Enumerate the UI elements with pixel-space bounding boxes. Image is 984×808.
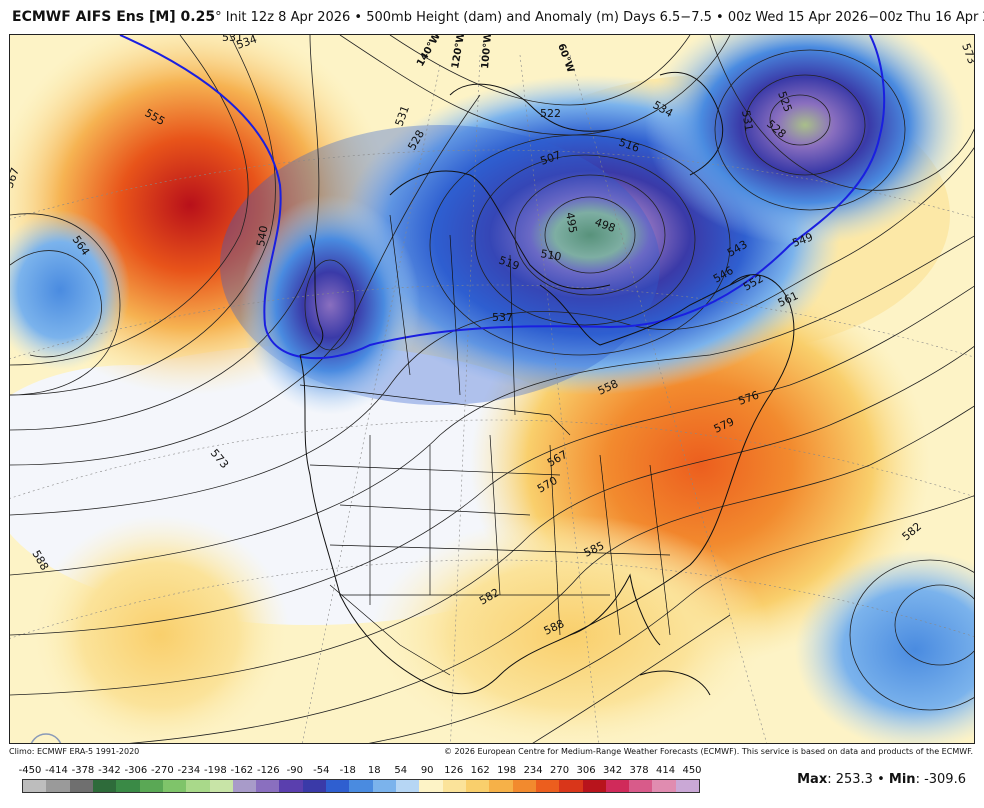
height-contours xyxy=(10,35,974,743)
colorbar-swatch xyxy=(442,780,466,792)
init-time: Init 12z 8 Apr 2026 xyxy=(225,10,351,25)
colorbar-tick: -234 xyxy=(177,765,201,776)
map-panel: 531 534 555 567 564 540 531 528 522 507 … xyxy=(9,34,975,744)
colorbar-swatch xyxy=(559,780,583,792)
colorbar-tick: 90 xyxy=(420,765,434,776)
colorbar-swatch xyxy=(326,780,350,792)
colorbar-tick: 306 xyxy=(576,765,596,776)
copyright-note: © 2026 European Centre for Medium-Range … xyxy=(444,747,973,756)
min-label: Min xyxy=(888,772,916,787)
colorbar-tick: 378 xyxy=(629,765,649,776)
colorbar-swatch xyxy=(92,780,117,792)
valid-time: 00z Wed 15 Apr 2026−00z Thu 16 Apr 2026 xyxy=(727,10,984,25)
colorbar-swatch xyxy=(349,780,373,792)
contour-label: 540 xyxy=(254,225,270,248)
field-description: 500mb Height (dam) and Anomaly (m) xyxy=(366,10,619,25)
trough-anomaly-pacific-west xyxy=(10,210,130,370)
trough-anomaly-pacific-northwest xyxy=(240,195,420,415)
colorbar-swatch xyxy=(652,780,676,792)
credits-bar: Climo: ECMWF ERA-5 1991-2020 © 2026 Euro… xyxy=(9,745,975,759)
colorbar-tick: 126 xyxy=(444,765,464,776)
contour-label: 522 xyxy=(540,107,561,120)
max-label: Max xyxy=(797,772,828,787)
colorbar-swatch xyxy=(23,780,47,792)
colorbar-tick: -270 xyxy=(151,765,174,776)
trough-anomaly-atlantic xyxy=(795,550,974,743)
colorbar-swatch xyxy=(465,780,490,792)
colorbar-swatches xyxy=(22,779,700,793)
longitude-label: 100°W xyxy=(480,35,494,69)
anomaly-map: 531 534 555 567 564 540 531 528 522 507 … xyxy=(10,35,974,743)
political-borders xyxy=(299,214,671,676)
colorbar-swatch xyxy=(582,780,606,792)
colorbar-tick: 162 xyxy=(470,765,490,776)
colorbar-swatch xyxy=(605,780,630,792)
colorbar-swatch xyxy=(46,780,70,792)
min-value: -309.6 xyxy=(924,772,966,787)
colorbar-swatch xyxy=(279,780,303,792)
map-title: ECMWF AIFS Ens [M] 0.25° Init 12z 8 Apr … xyxy=(0,0,984,34)
max-value: 253.3 xyxy=(835,772,873,787)
highlight-contour-540 xyxy=(119,35,886,360)
colorbar-swatch xyxy=(209,780,233,792)
colorbar-swatch xyxy=(256,780,280,792)
contour-label: 495 xyxy=(563,211,579,234)
colorbar-swatch xyxy=(186,780,210,792)
forecast-days: Days 6.5−7.5 xyxy=(623,10,712,25)
colorbar-swatch xyxy=(69,780,93,792)
contour-label: 531 xyxy=(222,35,243,44)
colorbar-tick-labels: -450 -414 -378 -342 -306 -270 -234 -198 -162 -126… xyxy=(14,763,704,779)
colorbar-swatch xyxy=(675,780,700,792)
climo-note: Climo: ECMWF ERA-5 1991-2020 xyxy=(9,747,140,756)
colorbar-swatch xyxy=(535,780,560,792)
colorbar-tick: 450 xyxy=(682,765,702,776)
contour-label: 531 xyxy=(739,109,755,132)
colorbar-tick: 414 xyxy=(655,765,676,776)
colorbar-tick: -18 xyxy=(339,765,356,776)
colorbar-tick: -414 xyxy=(45,765,68,776)
colorbar-swatch xyxy=(302,780,327,792)
colorbar-swatch xyxy=(512,780,536,792)
model-name: ECMWF AIFS Ens [M] 0.25 xyxy=(12,9,216,25)
contour-label: 510 xyxy=(539,247,562,263)
colorbar-swatch xyxy=(372,780,396,792)
colorbar-tick: 54 xyxy=(394,765,408,776)
colorbar-tick: -306 xyxy=(124,765,148,776)
colorbar-tick: -54 xyxy=(313,765,330,776)
anomaly-colorbar: -450 -414 -378 -342 -306 -270 -234 -198 -162 -126… xyxy=(14,763,704,805)
colorbar-tick: -162 xyxy=(230,765,254,776)
colorbar-tick: -198 xyxy=(204,765,227,776)
colorbar-tick: 234 xyxy=(523,765,543,776)
colorbar-tick: -378 xyxy=(71,765,95,776)
colorbar-tick: 18 xyxy=(367,765,381,776)
colorbar-swatch xyxy=(489,780,513,792)
colorbar-tick: 342 xyxy=(603,765,623,776)
colorbar-swatch xyxy=(396,780,420,792)
colorbar-swatch xyxy=(232,780,257,792)
trough-anomaly-greenland xyxy=(645,35,965,245)
weatherbell-logo xyxy=(24,725,114,743)
colorbar-tick: -342 xyxy=(98,765,121,776)
degree-mark: ° xyxy=(215,10,222,25)
colorbar-swatch xyxy=(139,780,163,792)
colorbar-tick: 198 xyxy=(497,765,517,776)
contour-label: 537 xyxy=(492,311,513,324)
coastlines xyxy=(299,71,795,696)
colorbar-tick: 270 xyxy=(550,765,570,776)
colorbar-tick: -90 xyxy=(286,765,303,776)
colorbar-tick: -126 xyxy=(256,765,280,776)
colorbar-tick: -450 xyxy=(18,765,42,776)
max-min-readout: Max: 253.3 • Min: -309.6 xyxy=(797,772,966,787)
colorbar-swatch xyxy=(629,780,653,792)
colorbar-swatch xyxy=(116,780,140,792)
colorbar-swatch xyxy=(419,780,443,792)
colorbar-swatch xyxy=(162,780,187,792)
